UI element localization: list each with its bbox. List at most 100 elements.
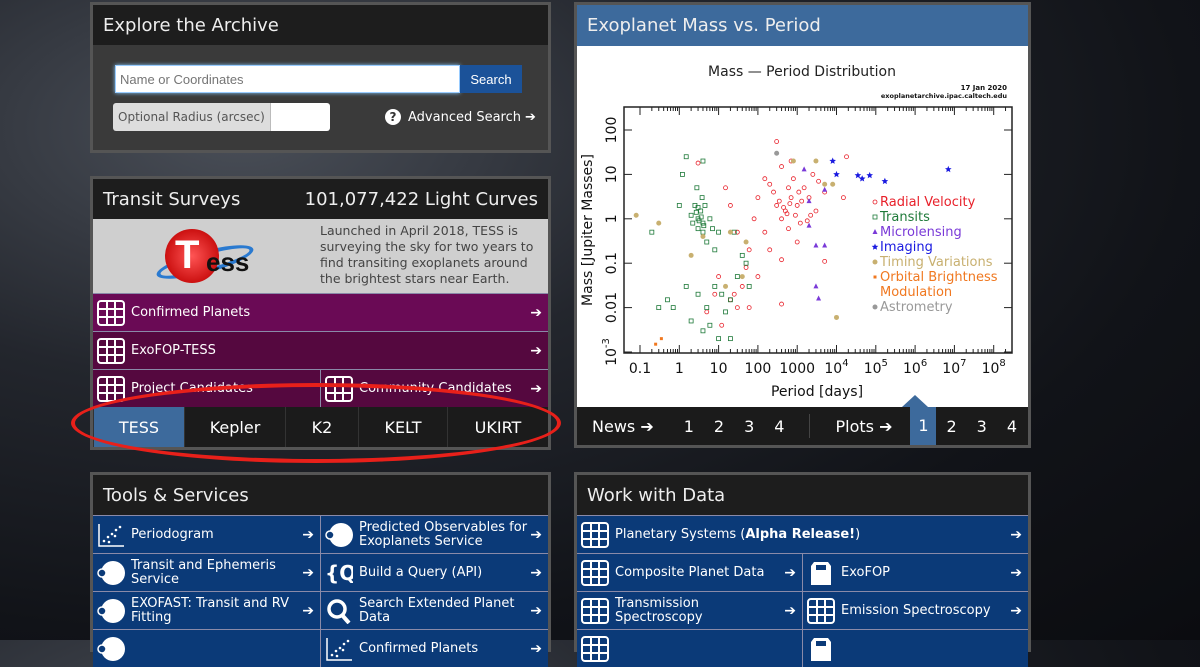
data-point-rv [787, 201, 793, 206]
data-point-rv [755, 274, 761, 279]
news-page-4[interactable]: 4 [774, 416, 785, 436]
service-link[interactable]: Predicted Observables for Exoplanets Ser… [320, 516, 548, 553]
data-point-rv [797, 220, 803, 226]
data-point-rv [746, 305, 752, 311]
data-point-transit [698, 214, 704, 220]
mass-period-chart[interactable]: Mass — Period Distribution 17 Jan 2020exo… [577, 46, 1028, 408]
news-page-3[interactable]: 3 [744, 416, 755, 436]
link-label: Planetary Systems (Alpha Release!) [615, 527, 860, 542]
link-label: Composite Planet Data [615, 564, 765, 580]
link-row [577, 629, 1028, 667]
service-link[interactable]: Periodogram ➔ [93, 516, 320, 553]
plot-page-1[interactable]: 1 [910, 407, 937, 445]
search-input[interactable] [115, 65, 460, 93]
data-point-rv [751, 216, 757, 222]
plot-page-4[interactable]: 4 [1006, 416, 1018, 436]
y-tick-label: 100 [604, 117, 620, 144]
exofop-tess-link[interactable]: ExoFOP-TESS ➔ [93, 332, 548, 369]
news-link[interactable]: News ➔ [592, 417, 654, 436]
service-link[interactable]: Confirmed Planets ➔ [320, 630, 548, 667]
service-link[interactable] [93, 630, 320, 667]
data-point-rv [816, 178, 821, 184]
service-link[interactable]: EXOFAST: Transit and RV Fitting ➔ [93, 592, 320, 629]
chart-title: Mass — Period Distribution [708, 64, 896, 80]
y-tick-label: 1 [604, 214, 620, 223]
plots-label: Plots [835, 416, 874, 436]
advanced-search-link[interactable]: ? Advanced Search ➔ [385, 109, 536, 125]
data-point-transit [707, 322, 713, 328]
tess-logo: T ess [151, 225, 261, 287]
paren: ) [855, 527, 861, 542]
x-tick-label: 1000 [779, 361, 815, 377]
active-page-pointer [902, 395, 928, 407]
data-point-transit [680, 172, 685, 177]
link-label: Confirmed Planets [359, 640, 479, 656]
data-point-rv [794, 203, 800, 208]
data-point-rv [774, 203, 780, 208]
data-point-transit [702, 203, 708, 208]
tools-header: Tools & Services [93, 475, 548, 515]
data-point-rv [810, 171, 816, 177]
data-point-microlensing [813, 242, 819, 248]
data-point-timing [822, 181, 828, 187]
data-point-rv [794, 239, 800, 245]
data-point-rv [784, 211, 790, 217]
news-page-2[interactable]: 2 [713, 416, 725, 436]
data-point-transit [704, 239, 710, 245]
plot-page-3[interactable]: 3 [976, 416, 987, 436]
confirmed-planets-link[interactable]: Confirmed Planets ➔ [93, 294, 548, 331]
plots-link[interactable]: Plots ➔ [835, 417, 892, 436]
data-point-rv [801, 185, 807, 191]
search-button[interactable]: Search [460, 65, 522, 93]
data-point-transit [701, 223, 707, 229]
radius-input[interactable] [269, 103, 330, 131]
nav-divider [809, 414, 811, 438]
data-point-rv [728, 203, 733, 208]
data-point-imaging [829, 157, 836, 164]
service-link[interactable]: Transmission Spectroscopy ➔ [577, 592, 802, 629]
plot-page-2[interactable]: 2 [946, 416, 957, 436]
data-point-transit [694, 185, 700, 191]
data-point-rv [746, 247, 752, 253]
service-link[interactable]: ExoFOP ➔ [802, 554, 1028, 591]
data-point-microlensing [822, 186, 828, 192]
service-link[interactable]: Transit and Ephemeris Service ➔ [93, 554, 320, 591]
link-label: ExoFOP-TESS [131, 343, 216, 358]
data-point-transit [728, 336, 733, 342]
link-row: Composite Planet Data ➔ ExoFOP ➔ [577, 553, 1028, 591]
data-point-transit [746, 284, 752, 289]
service-link[interactable]: {Q} Build a Query (API) ➔ [320, 554, 548, 591]
data-point-timing [723, 283, 729, 289]
radius-label: Optional Radius (arcsec) [113, 103, 270, 131]
data-point-transit [656, 305, 662, 311]
planet-icon [97, 636, 125, 661]
news-page-1[interactable]: 1 [683, 416, 694, 436]
link-label: Emission Spectroscopy [841, 602, 991, 618]
help-icon: ? [385, 109, 401, 125]
x-tick-label: 10 [710, 361, 728, 377]
arrow-right-icon: ➔ [1010, 526, 1022, 543]
service-link[interactable] [802, 630, 1028, 667]
data-point-microlensing [816, 295, 822, 301]
data-point-rv [808, 212, 814, 218]
transit-title: Transit Surveys [103, 188, 241, 210]
service-link[interactable]: Composite Planet Data ➔ [577, 554, 802, 591]
data-point-rv [728, 297, 733, 303]
data-point-rv [723, 185, 728, 191]
tess-banner: T ess Launched in April 2018, TESS is su… [93, 219, 548, 293]
data-point-timing [743, 239, 749, 245]
arrow-right-icon: ➔ [302, 526, 314, 543]
arrow-right-icon: ➔ [302, 564, 314, 581]
service-link[interactable]: Search Extended Planet Data ➔ [320, 592, 548, 629]
alpha-label: Alpha Release! [745, 527, 856, 542]
service-link[interactable] [577, 630, 802, 667]
service-link[interactable]: Emission Spectroscopy ➔ [802, 592, 1028, 629]
data-point-timing [727, 229, 733, 235]
y-tick-label: 10 [604, 165, 620, 183]
tools-panel: Tools & Services Periodogram ➔ Predicted O… [90, 472, 551, 667]
arrow-right-icon: ➔ [1010, 602, 1022, 619]
link-label: Transmission Spectroscopy [615, 595, 703, 625]
planetary-systems-link[interactable]: Planetary Systems (Alpha Release!) ➔ [577, 516, 1028, 553]
data-point-microlensing [801, 166, 807, 172]
data-point-microlensing [806, 198, 812, 204]
